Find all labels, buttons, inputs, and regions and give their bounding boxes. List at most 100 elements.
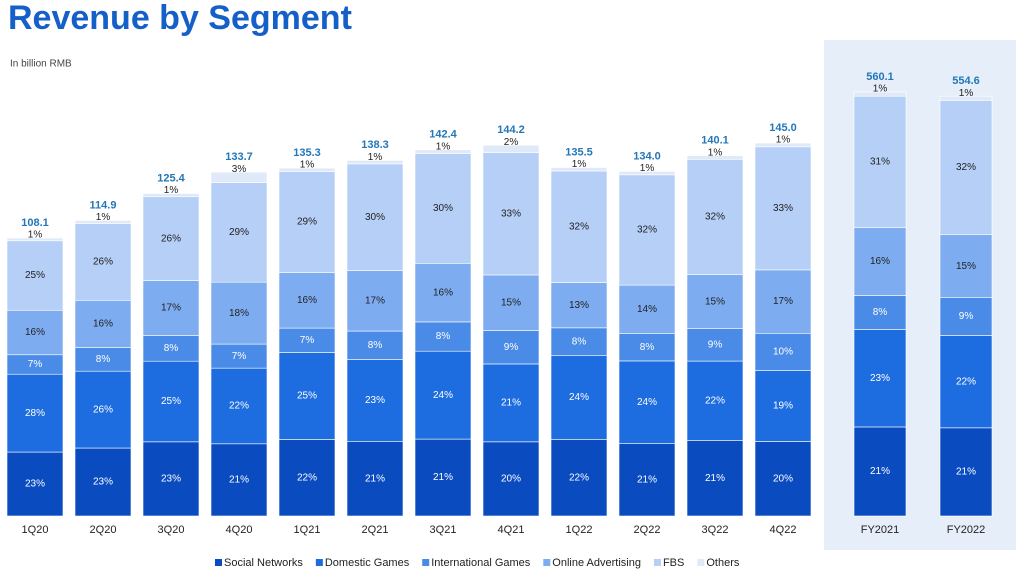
bar-segment	[754, 142, 812, 148]
bar-segment	[210, 367, 268, 445]
segment-label: 24%	[569, 392, 589, 403]
bar-segment	[754, 332, 812, 371]
segment-label: 14%	[637, 304, 657, 315]
bar-segment	[6, 237, 64, 242]
bar-segment	[550, 282, 608, 329]
segment-label: 21%	[956, 467, 976, 478]
bar-segment	[939, 100, 993, 236]
total-label: 133.7	[225, 151, 253, 163]
total-label: 142.4	[429, 129, 457, 141]
total-label: 125.4	[157, 172, 185, 184]
bar-segment	[346, 163, 404, 271]
segment-label: 1%	[959, 88, 974, 99]
segment-label: 17%	[365, 295, 385, 306]
bar-segment	[482, 363, 540, 443]
segment-label: 7%	[28, 359, 43, 370]
legend-label: Domestic Games	[325, 557, 410, 569]
segment-label: 20%	[501, 474, 521, 485]
x-tick-label: 3Q22	[702, 524, 729, 536]
bar-segment	[618, 333, 676, 362]
x-tick-label: 1Q21	[294, 524, 321, 536]
bar-segment	[278, 327, 336, 353]
chart-title: Revenue by Segment	[8, 0, 352, 37]
segment-label: 15%	[956, 261, 976, 272]
legend-swatch	[697, 559, 705, 566]
legend-label: FBS	[663, 557, 684, 569]
bar-segment	[754, 441, 812, 517]
bar-segment	[939, 234, 993, 298]
segment-label: 16%	[297, 295, 317, 306]
segment-label: 1%	[28, 230, 43, 241]
bar-segment	[754, 269, 812, 334]
segment-label: 21%	[637, 474, 657, 485]
total-label: 135.5	[565, 146, 593, 158]
segment-label: 25%	[297, 391, 317, 402]
segment-label: 21%	[433, 472, 453, 483]
segment-label: 1%	[368, 152, 383, 163]
segment-label: 21%	[705, 473, 725, 484]
bar-segment	[686, 440, 744, 517]
segment-label: 2%	[504, 137, 519, 148]
bar-segment	[550, 355, 608, 440]
segment-label: 23%	[870, 373, 890, 384]
segment-label: 22%	[956, 376, 976, 387]
segment-label: 17%	[161, 303, 181, 314]
segment-label: 15%	[705, 296, 725, 307]
segment-label: 16%	[433, 287, 453, 298]
segment-label: 26%	[93, 257, 113, 268]
bar-segment	[618, 174, 676, 286]
total-label: 135.3	[293, 147, 321, 159]
total-label: 134.0	[633, 150, 661, 162]
segment-label: 23%	[161, 474, 181, 485]
segment-label: 32%	[956, 162, 976, 173]
bar-segment	[74, 370, 132, 449]
bar-segment	[939, 335, 993, 429]
bar-segment	[210, 443, 268, 517]
x-tick-label: 2Q21	[362, 524, 389, 536]
legend-swatch	[315, 559, 323, 566]
segment-label: 20%	[773, 473, 793, 484]
x-tick-label: 1Q22	[566, 524, 593, 536]
segment-label: 1%	[776, 135, 791, 146]
x-tick-label: 4Q21	[498, 524, 525, 536]
segment-label: 17%	[773, 296, 793, 307]
total-label: 554.6	[952, 75, 980, 87]
bar-segment	[74, 220, 132, 224]
segment-label: 21%	[870, 466, 890, 477]
x-tick-label: 2Q22	[634, 524, 661, 536]
segment-label: 24%	[637, 397, 657, 408]
segment-label: 8%	[164, 343, 179, 354]
bar-segment	[550, 167, 608, 172]
bar-segment	[939, 427, 993, 517]
x-tick-label: 3Q21	[430, 524, 457, 536]
segment-label: 25%	[161, 396, 181, 407]
total-label: 145.0	[769, 122, 797, 134]
segment-label: 1%	[96, 212, 111, 223]
bar-segment	[346, 359, 404, 442]
bar-segment	[939, 297, 993, 336]
x-tick-label: 1Q20	[22, 524, 49, 536]
segment-label: 21%	[365, 473, 385, 484]
bar-segment	[853, 95, 907, 228]
bar-segment	[346, 330, 404, 360]
legend-swatch	[215, 559, 222, 566]
segment-label: 1%	[640, 163, 655, 174]
bar-segment	[414, 263, 472, 323]
bar-segment	[6, 451, 64, 517]
segment-label: 32%	[705, 212, 725, 223]
segment-label: 23%	[93, 477, 113, 488]
segment-label: 32%	[569, 221, 589, 232]
segment-label: 15%	[501, 297, 521, 308]
segment-label: 23%	[25, 479, 45, 490]
bar-segment	[278, 167, 336, 172]
legend-swatch	[422, 559, 430, 566]
segment-label: 29%	[229, 227, 249, 238]
segment-label: 21%	[229, 475, 249, 486]
chart-subtitle: In billion RMB	[10, 59, 72, 70]
total-label: 114.9	[90, 199, 117, 211]
segment-label: 8%	[640, 342, 655, 353]
bar-segment	[853, 295, 907, 330]
bar-segment	[142, 335, 200, 362]
segment-label: 22%	[705, 395, 725, 406]
